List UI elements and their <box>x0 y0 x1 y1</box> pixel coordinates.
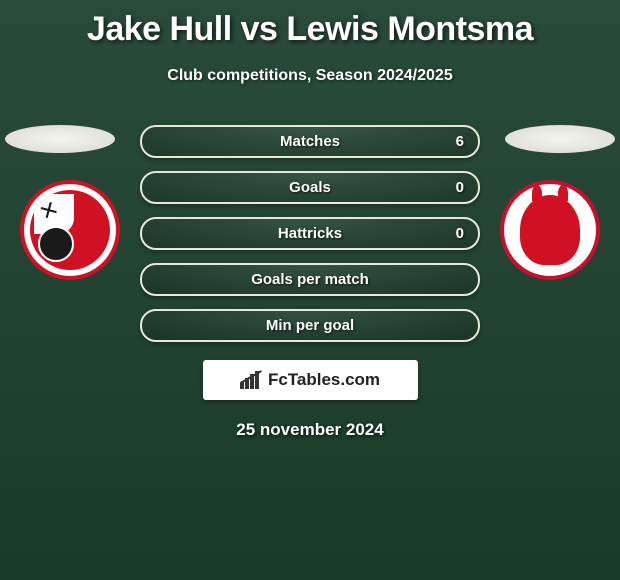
stat-bar-hattricks: Hattricks 0 <box>140 217 480 250</box>
subtitle: Club competitions, Season 2024/2025 <box>0 67 620 85</box>
stat-bar-goals-per-match: Goals per match <box>140 263 480 296</box>
rotherham-badge-icon: ✕ <box>30 190 110 270</box>
stat-label: Goals per match <box>251 271 369 288</box>
stat-bar-goals: Goals 0 <box>140 171 480 204</box>
stat-label: Matches <box>280 133 340 150</box>
branding-box: FcTables.com <box>203 360 418 400</box>
brand-text: FcTables.com <box>268 370 380 390</box>
date-text: 25 november 2024 <box>0 420 620 440</box>
stat-bar-min-per-goal: Min per goal <box>140 309 480 342</box>
imp-icon <box>520 195 580 265</box>
left-player-pedestal <box>5 125 115 153</box>
keys-icon: ✕ <box>35 195 64 227</box>
right-player-pedestal <box>505 125 615 153</box>
page-title: Jake Hull vs Lewis Montsma <box>0 0 620 49</box>
comparison-content: ✕ Matches 6 Goals 0 Hattricks 0 Goals pe… <box>0 125 620 440</box>
stat-value-right: 0 <box>456 179 464 196</box>
left-club-badge: ✕ <box>20 180 120 280</box>
stat-value-right: 6 <box>456 133 464 150</box>
stat-label: Min per goal <box>266 317 354 334</box>
chart-icon <box>240 371 262 389</box>
lincoln-badge-icon <box>510 190 590 270</box>
stat-value-right: 0 <box>456 225 464 242</box>
football-icon <box>38 226 74 262</box>
stat-label: Goals <box>289 179 331 196</box>
right-club-badge <box>500 180 600 280</box>
stat-rows: Matches 6 Goals 0 Hattricks 0 Goals per … <box>140 125 480 342</box>
stat-bar-matches: Matches 6 <box>140 125 480 158</box>
stat-label: Hattricks <box>278 225 342 242</box>
